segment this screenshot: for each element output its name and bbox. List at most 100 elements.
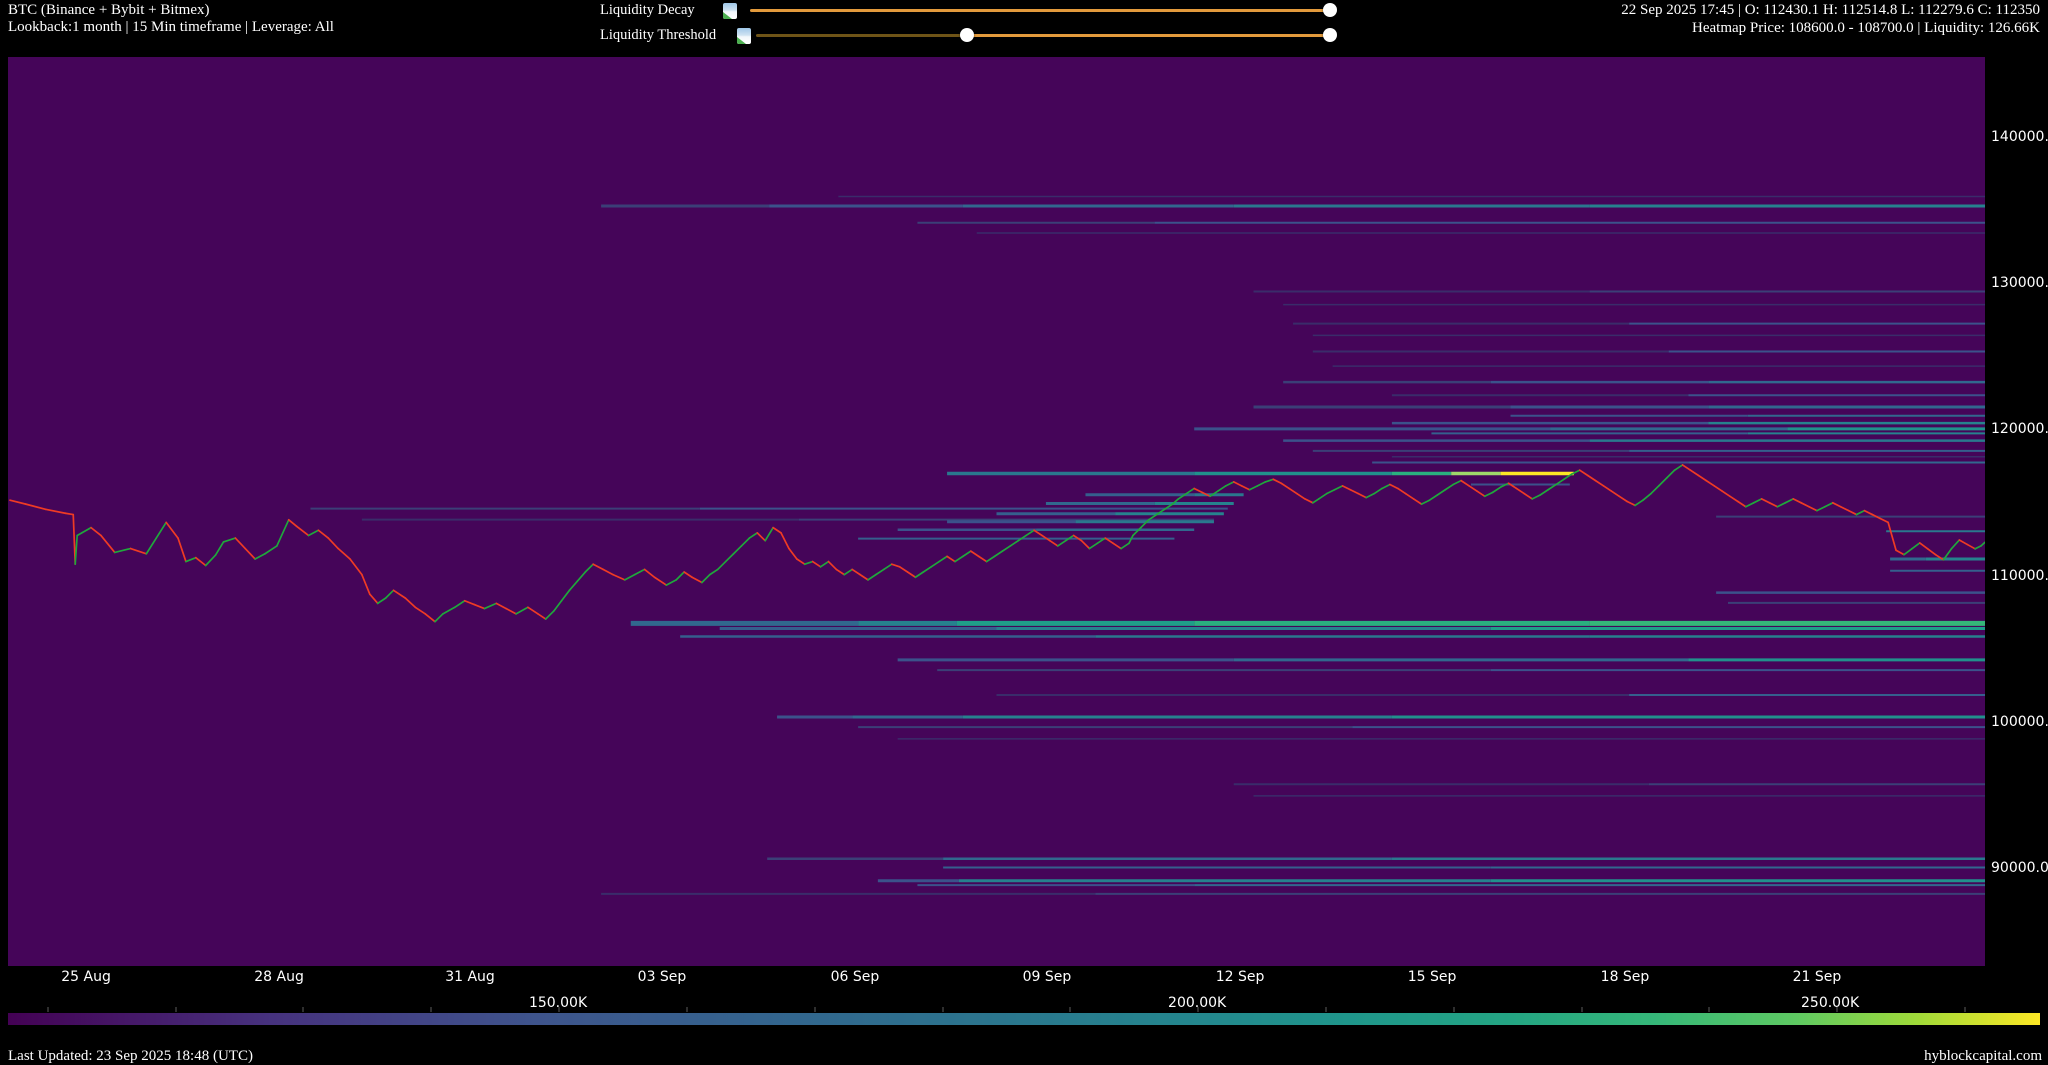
price-segment [1365,492,1375,499]
price-segment [145,537,158,555]
price-segment [1304,498,1314,504]
price-segment [1288,487,1298,495]
price-segment [1155,508,1166,516]
price-segment [665,579,678,586]
price-segment [1918,542,1929,550]
price-segment [1950,539,1961,550]
price-segment [1784,498,1795,504]
price-segment [1049,539,1059,547]
price-segment [194,556,207,567]
price-segment [24,503,47,511]
colorbar-minor-tick [1452,1007,1455,1012]
price-segment [922,565,933,573]
price-segment [1974,545,1982,550]
price-segment [1428,494,1439,502]
slider-track-dim[interactable] [756,34,968,37]
price-segment [1650,484,1660,495]
x-axis-label: 12 Sep [1215,969,1265,985]
slider-track[interactable] [967,34,1330,37]
slider-thumb[interactable] [960,28,975,42]
colorbar-minor-tick [1324,1007,1327,1012]
price-segment [1887,521,1897,552]
price-segment [1705,479,1716,487]
price-segment [1193,487,1203,494]
x-axis-label: 06 Sep [830,969,880,985]
colorbar [8,1013,2040,1025]
price-segment [1555,478,1565,486]
price-segment [882,563,893,571]
price-segment [1547,483,1557,491]
price-segment [977,555,988,563]
price-segment [1752,498,1763,504]
price-segment [1341,484,1352,491]
colorbar-minor-tick [430,1007,433,1012]
price-segment [1634,499,1644,507]
price-segment [9,499,27,505]
price-segment [1009,539,1020,547]
price-segment [1578,469,1589,477]
price-segment [1201,491,1211,498]
price-segment [1768,501,1779,508]
price-segment [1934,553,1945,561]
price-segment [74,534,79,566]
price-segment [1713,484,1723,492]
price-segment [1570,469,1581,475]
price-segment [1232,481,1243,487]
heatmap-chart[interactable] [8,57,1986,966]
liquidity-threshold-label: Liquidity Threshold [600,27,717,43]
price-segment [1128,534,1134,545]
price-segment [1847,509,1858,516]
y-axis-label: 90000.0 [1991,859,2048,876]
ohlc-readout: 22 Sep 2025 17:45 | O: 112430.1 H: 11251… [1621,2,2040,18]
price-segment [1096,537,1107,545]
slider-thumb[interactable] [1323,28,1337,42]
price-segment [740,537,751,547]
price-segment [1112,542,1122,550]
price-segment [177,537,187,563]
colorbar-minor-tick [1069,1007,1072,1012]
slider-thumb[interactable] [1323,3,1337,17]
slider-track[interactable] [750,9,1330,12]
price-segment [463,599,476,606]
price-segment [748,532,759,539]
price-segment [155,521,168,539]
price-segment [1349,488,1360,495]
price-segment [1272,478,1283,485]
colorbar-minor-tick [174,1007,177,1012]
price-segment [317,529,330,539]
price-segment [1760,498,1771,504]
price-segment [1452,479,1462,486]
price-segment [1412,498,1423,505]
liquidity-threshold-info-icon[interactable] [737,28,751,44]
price-segment [811,560,822,568]
price-segment [1618,495,1629,503]
price-segment [1120,542,1130,550]
price-segment [1737,500,1747,508]
colorbar-minor-tick [1708,1007,1711,1012]
price-segment [1911,542,1921,550]
price-segment [1681,464,1692,472]
price-segment [295,525,310,537]
price-segment [1586,474,1597,482]
price-segment [1657,477,1668,487]
price-segment [1240,484,1251,491]
price-segment [1147,513,1158,521]
price-segment [287,518,298,528]
price-segment [1926,547,1937,556]
site-watermark: hyblockcapital.com [1924,1048,2042,1064]
price-segment [1816,505,1826,512]
price-segment [1476,490,1486,498]
y-axis-label: 140000.0 [1991,128,2048,145]
price-segment [756,532,767,542]
price-segment [185,556,197,563]
price-segment [1224,481,1235,487]
liquidity-decay-info-icon[interactable] [723,3,737,19]
price-segment [1104,537,1114,545]
price-segment [1776,501,1787,508]
price-segment [1381,483,1391,490]
price-segment [1444,483,1455,491]
price-segment [612,573,626,581]
price-segment [64,512,75,516]
price-segment [1033,529,1043,537]
x-axis-label: 21 Sep [1792,969,1842,985]
